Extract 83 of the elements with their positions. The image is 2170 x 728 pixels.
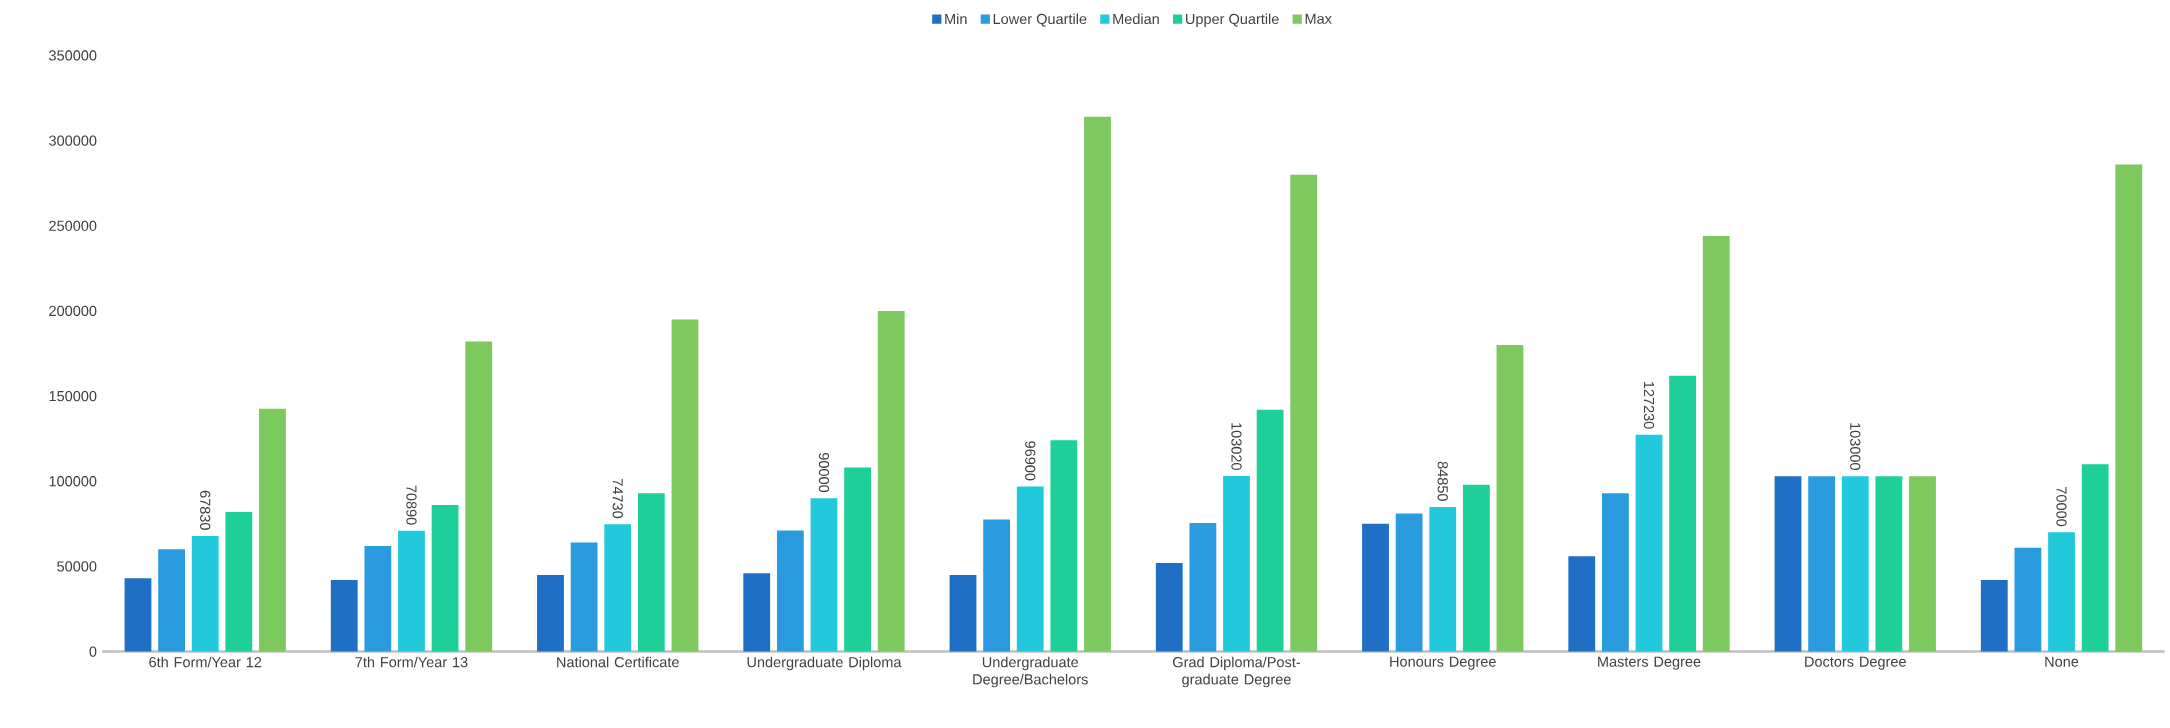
bar — [1256, 409, 1284, 652]
bar — [1496, 344, 1524, 652]
bar — [1568, 556, 1596, 652]
data-label: 67830 — [200, 490, 211, 530]
bar — [364, 545, 392, 652]
bar — [604, 524, 632, 652]
bar — [810, 498, 838, 652]
bar — [743, 573, 771, 652]
bar — [2081, 464, 2109, 652]
bar — [1429, 506, 1457, 652]
bar — [671, 319, 699, 652]
bar — [1808, 476, 1836, 652]
bar — [844, 467, 872, 652]
bar — [1980, 579, 2008, 652]
bar — [776, 530, 804, 652]
data-label: 96900 — [1025, 441, 1036, 481]
bar — [1601, 493, 1629, 652]
bar — [877, 310, 905, 652]
bar — [191, 535, 219, 652]
x-tick-label: Undergraduate Diploma — [747, 656, 902, 671]
bar — [465, 341, 493, 652]
y-tick-label: 350000 — [49, 50, 97, 61]
y-tick-label: 50000 — [57, 561, 97, 572]
bar — [2115, 164, 2143, 652]
bar — [983, 519, 1011, 652]
x-tick-label: Honours Degree — [1390, 656, 1496, 670]
bar — [1395, 513, 1423, 652]
bar — [431, 505, 459, 652]
bar — [124, 578, 152, 652]
bar — [158, 549, 186, 652]
bar — [570, 542, 598, 652]
y-tick-label: 250000 — [49, 220, 97, 231]
data-label: 70890 — [406, 485, 417, 525]
bar — [1702, 235, 1730, 652]
data-label: 90000 — [818, 452, 830, 493]
bar — [1875, 476, 1903, 652]
y-tick-label: 150000 — [49, 390, 97, 402]
bar — [1462, 484, 1490, 652]
bar — [1841, 476, 1869, 652]
bar — [1909, 476, 1936, 652]
data-label: 84850 — [1437, 461, 1448, 501]
bar — [1223, 476, 1250, 652]
bar — [2014, 547, 2042, 652]
bar — [225, 511, 253, 652]
bar — [2048, 532, 2075, 652]
bar — [1189, 522, 1217, 652]
bar — [1290, 174, 1318, 652]
x-tick-label: 6th Form/Year 12 — [149, 656, 262, 668]
y-tick-label: 0 — [89, 646, 97, 657]
y-tick-label: 100000 — [49, 476, 97, 487]
x-tick-label: Undergraduate Degree/Bachelors — [973, 656, 1088, 688]
x-tick-label: Grad Diploma/Post-graduate Degree — [1173, 656, 1301, 688]
legend-label: Max — [1305, 13, 1332, 24]
bar — [1016, 486, 1044, 652]
bar — [637, 493, 665, 652]
bar — [1669, 375, 1697, 652]
data-label: 103000 — [1850, 423, 1861, 470]
bar — [398, 530, 425, 652]
bar — [330, 579, 358, 652]
data-label: 127230 — [1643, 381, 1655, 429]
data-label: 103020 — [1231, 423, 1242, 470]
legend-label: Upper Quartile — [1186, 13, 1279, 27]
y-tick-label: 200000 — [49, 305, 97, 316]
x-tick-label: National Certificate — [557, 656, 679, 668]
bar — [537, 574, 564, 652]
bar — [1635, 434, 1663, 652]
bar — [1774, 476, 1802, 652]
bar — [1050, 440, 1078, 652]
legend-label: Min — [945, 13, 967, 24]
data-label: 70000 — [2056, 487, 2067, 527]
bar — [1362, 523, 1389, 652]
x-tick-label: Doctors Degree — [1805, 656, 1906, 670]
bar — [949, 574, 977, 652]
bar — [1155, 562, 1183, 652]
bar — [1084, 116, 1111, 652]
data-label: 74730 — [612, 478, 623, 519]
x-tick-label: Masters Degree — [1598, 656, 1701, 670]
y-tick-label: 300000 — [49, 135, 97, 146]
legend-label: Lower Quartile — [993, 13, 1087, 27]
x-tick-label: None — [2045, 656, 2079, 667]
bar — [259, 408, 286, 652]
x-tick-label: 7th Form/Year 13 — [355, 656, 468, 668]
legend-label: Median — [1113, 13, 1159, 25]
